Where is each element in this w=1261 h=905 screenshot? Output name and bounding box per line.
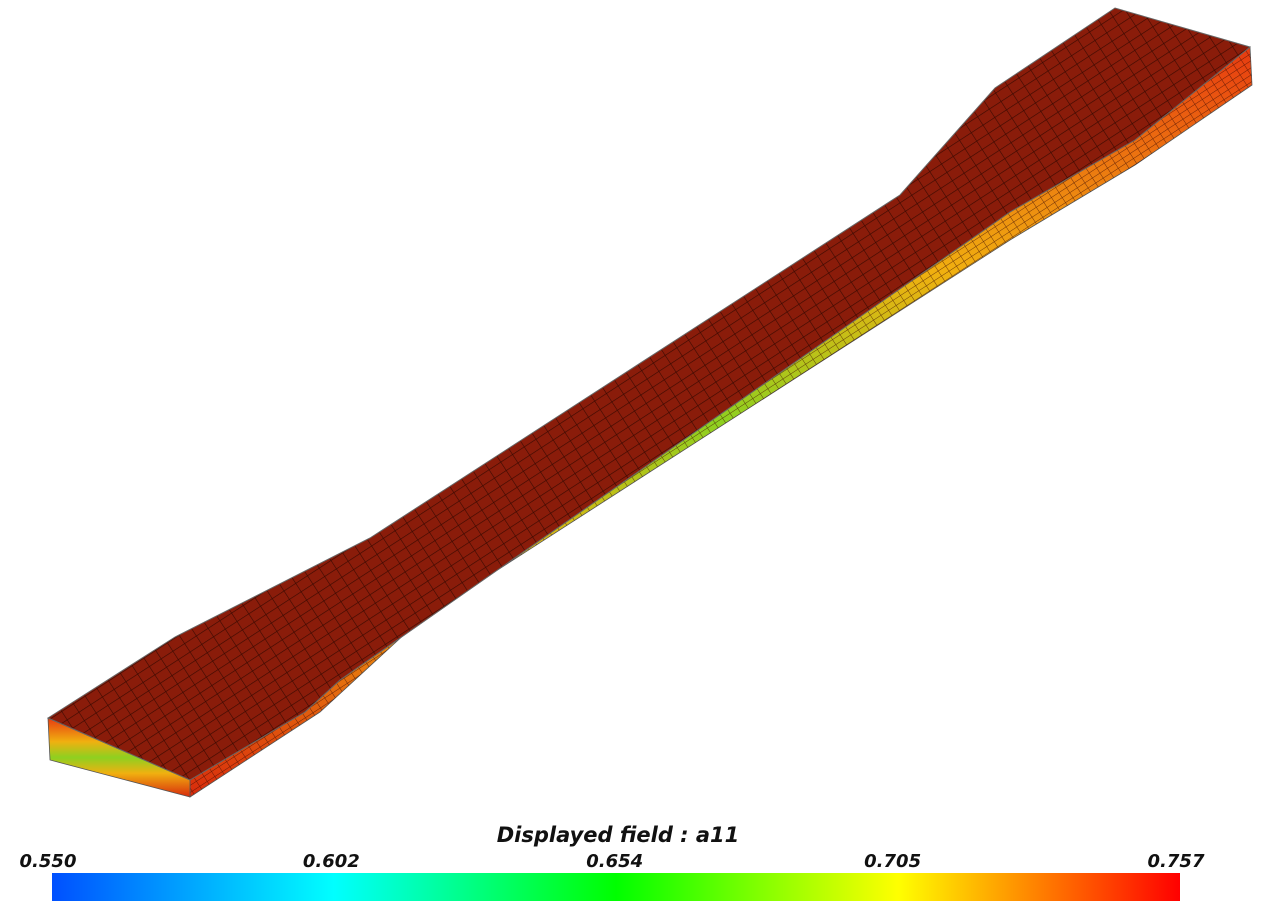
tick-label: 0.602 <box>303 851 360 872</box>
color-bar <box>52 873 1180 901</box>
viewport: Displayed field : a11 0.550 0.602 0.654 0.7… <box>0 0 1261 901</box>
tick-label: 0.654 <box>586 851 643 872</box>
specimen-mesh <box>48 8 1252 797</box>
tick-label: 0.757 <box>1148 851 1205 872</box>
tick-label: 0.550 <box>20 851 77 872</box>
top-face <box>48 8 1250 780</box>
color-legend: Displayed field : a11 0.550 0.602 0.654 0.7… <box>20 823 1205 901</box>
tick-label: 0.705 <box>864 851 921 872</box>
page: Displayed field : a11 0.550 0.602 0.654 0.7… <box>0 0 1261 901</box>
legend-title: Displayed field : a11 <box>497 823 740 847</box>
